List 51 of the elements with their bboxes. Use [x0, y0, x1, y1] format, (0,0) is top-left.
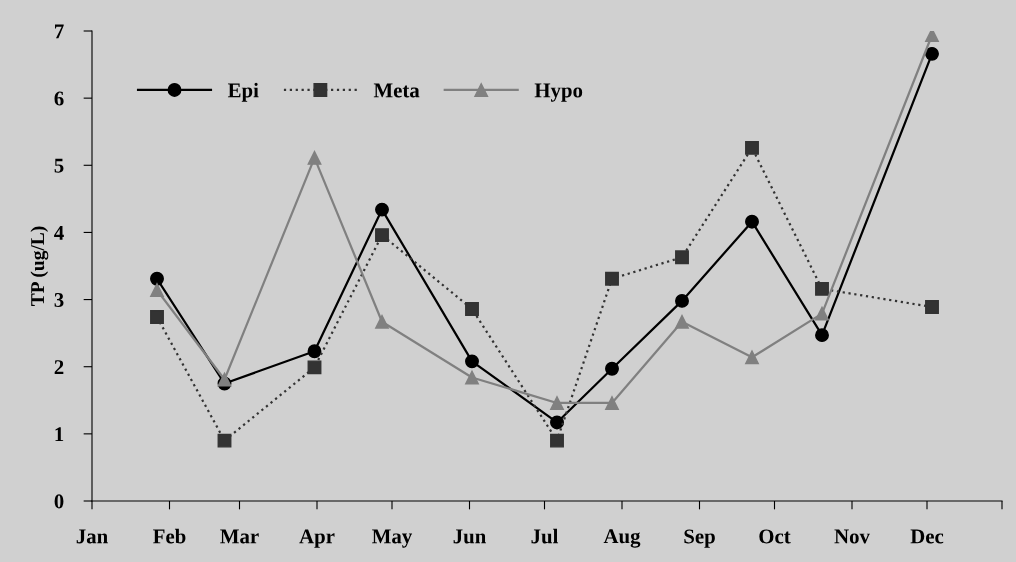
point [375, 202, 389, 217]
point [307, 150, 322, 165]
point [815, 306, 829, 321]
point [550, 433, 564, 448]
legend-label: Epi [227, 82, 259, 102]
x-tick-label: Oct [759, 529, 791, 544]
point [925, 46, 939, 61]
point [925, 300, 939, 314]
y-tick-label: 5 [54, 158, 64, 173]
point [605, 271, 619, 286]
y-tick-label: 4 [54, 225, 64, 240]
point [375, 228, 389, 243]
legend-label: Hypo [534, 83, 583, 102]
point [550, 415, 564, 430]
x-tick-label: Feb [153, 528, 186, 544]
x-tick-label: Apr [299, 529, 335, 548]
y-tick-label: 7 [55, 24, 64, 39]
point [465, 302, 479, 316]
x-tick-label: Mar [220, 529, 259, 544]
y-axis-title: TP (ug/L) [30, 226, 49, 306]
point [605, 396, 619, 410]
x-tick-label: May [372, 529, 413, 548]
x-tick-label: Dec [910, 529, 944, 544]
point [375, 314, 389, 329]
point [675, 314, 689, 329]
point [675, 250, 689, 265]
point [745, 214, 759, 229]
point [605, 361, 619, 376]
point [675, 293, 689, 308]
y-tick-label: 2 [54, 360, 64, 374]
x-tick-label: Aug [603, 529, 641, 548]
x-tick-label: Jan [76, 529, 108, 544]
point [925, 31, 939, 42]
x-tick-label: Sep [684, 529, 715, 548]
y-tick-label: 0 [54, 494, 64, 509]
point [307, 360, 322, 375]
point [745, 140, 759, 155]
x-tick-label: Jun [453, 529, 486, 544]
legend-label: Meta [373, 83, 420, 98]
y-tick-label: 6 [54, 91, 64, 106]
point [745, 350, 759, 365]
point [550, 396, 564, 410]
point [307, 344, 322, 359]
point [465, 370, 479, 385]
y-tick-label: 1 [55, 427, 64, 442]
point [815, 281, 829, 296]
x-tick-label: Nov [834, 529, 870, 544]
x-tick-label: Jul [531, 528, 559, 544]
point [465, 354, 479, 369]
y-tick-label: 3 [54, 293, 64, 307]
point [815, 328, 829, 343]
